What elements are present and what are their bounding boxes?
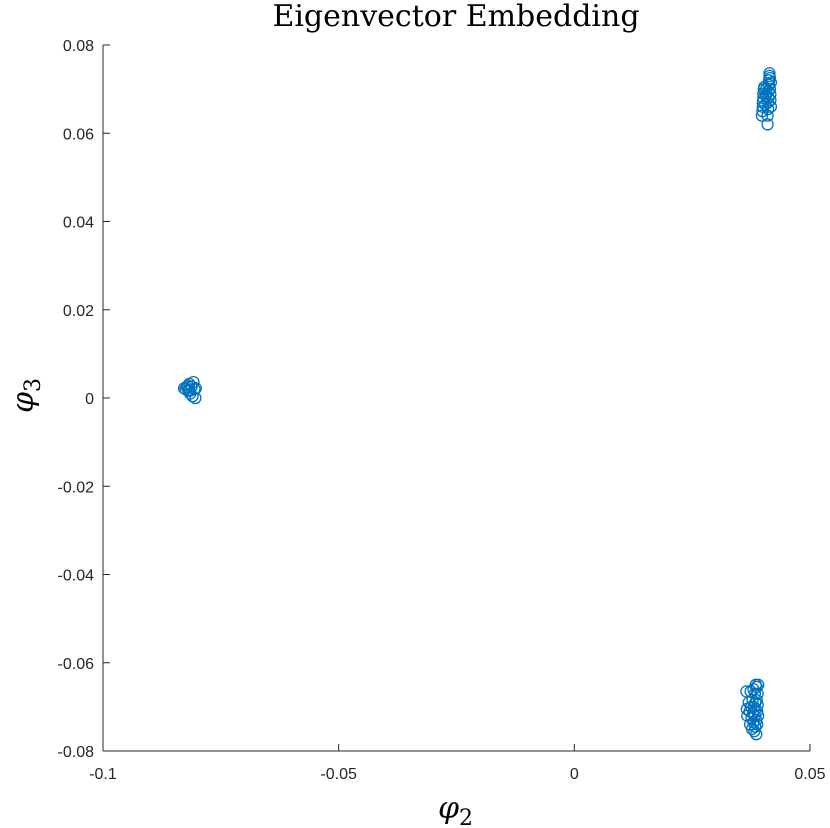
- scatter-point: [752, 678, 765, 691]
- scatter-point: [763, 67, 776, 80]
- scatter-point: [750, 680, 763, 694]
- y-axis-label: φ3: [6, 378, 46, 413]
- scatter-point: [764, 94, 777, 107]
- y-axis-label-subscript: 3: [21, 378, 46, 392]
- x-tick-label: -0.1: [89, 766, 117, 783]
- y-tick-label: -0.02: [58, 479, 95, 496]
- y-tick-label: 0.08: [63, 38, 94, 55]
- x-axis-label-symbol: φ: [438, 791, 459, 826]
- scatter-point: [750, 728, 763, 741]
- scatter-point: [748, 687, 762, 700]
- chart-title: Eigenvector Embedding: [272, 0, 639, 34]
- x-tick-label: 0.05: [794, 766, 825, 783]
- scatter-point: [749, 720, 762, 733]
- y-tick-label: 0: [85, 391, 94, 408]
- y-tick-label: -0.08: [58, 744, 95, 761]
- x-tick-label: -0.05: [320, 766, 357, 783]
- scatter-point: [183, 384, 196, 398]
- x-axis-label-subscript: 2: [459, 806, 473, 828]
- y-axis-ticks: -0.08 -0.06 -0.04 -0.02 0 0.02 0.04 0.06 0.08: [58, 38, 110, 761]
- scatter-point: [755, 109, 769, 122]
- x-axis-label: φ2: [438, 791, 473, 828]
- y-tick-label: -0.06: [58, 656, 95, 673]
- scatter-point: [189, 382, 203, 395]
- scatter-point: [764, 88, 777, 101]
- scatter-point: [764, 100, 778, 113]
- x-axis-ticks: -0.1 -0.05 0 0.05: [89, 744, 826, 783]
- scatter-point: [749, 696, 762, 709]
- y-axis-label-symbol: φ: [6, 392, 41, 413]
- scatter-point: [764, 76, 778, 89]
- y-tick-label: 0.04: [63, 215, 94, 232]
- scatter-point: [752, 709, 765, 722]
- y-tick-label: 0.06: [63, 126, 94, 143]
- scatter-point: [751, 718, 764, 731]
- scatter-point: [761, 109, 774, 122]
- y-tick-label: -0.04: [58, 568, 95, 585]
- scatter-point: [761, 118, 774, 131]
- y-tick-label: 0.02: [63, 303, 94, 320]
- scatter-point: [751, 705, 764, 718]
- scatter-points: [177, 67, 778, 741]
- x-tick-label: 0: [570, 766, 579, 783]
- scatter-point: [181, 379, 194, 392]
